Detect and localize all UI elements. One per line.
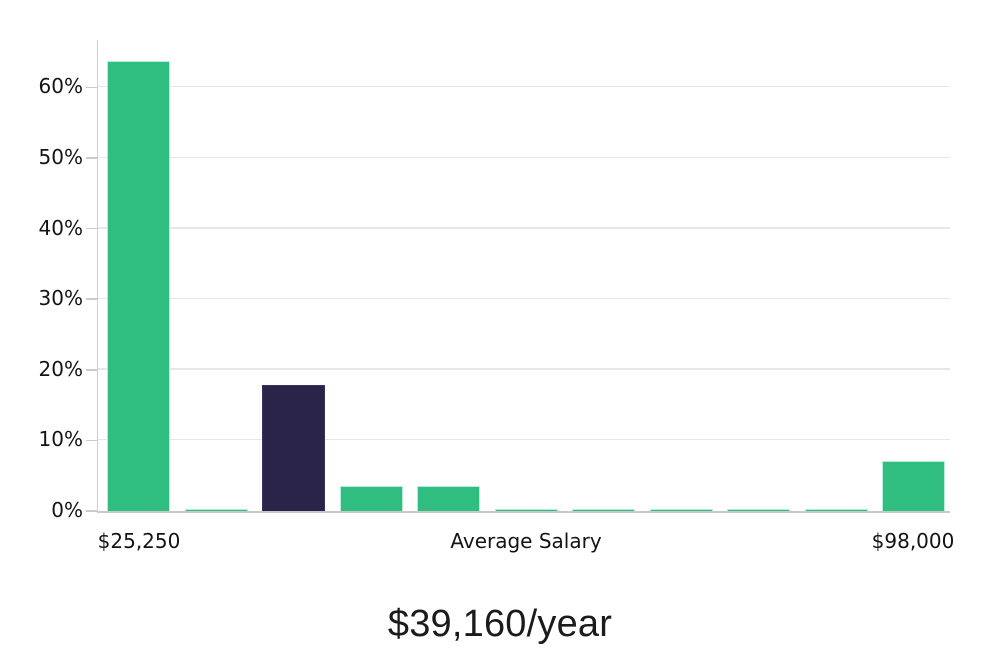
x-tick-label-min-salary: $25,250: [97, 529, 181, 553]
y-axis-tick-50%: 50%: [39, 147, 98, 169]
bar: [804, 508, 868, 511]
y-axis-tick-10%: 10%: [39, 429, 98, 451]
y-axis-tick-label: 40%: [38, 215, 83, 240]
y-axis-tick-40%: 40%: [39, 218, 98, 240]
bar-average-salary: [262, 385, 325, 511]
x-axis-title: Average Salary: [450, 529, 602, 553]
gridline-30pct: [98, 297, 950, 300]
y-axis-tick-0%: 0%: [51, 500, 98, 522]
bar: [727, 508, 790, 511]
bar: [107, 61, 170, 511]
y-axis-tick-label: 30%: [38, 286, 83, 311]
plot-area: 0% 10% 20% 30% 40% 50% 60%: [39, 40, 950, 520]
gridline-40pct: [98, 227, 950, 229]
y-axis-tick-mark: [86, 227, 97, 230]
y-axis-tick-mark: [86, 298, 97, 300]
bar: [339, 485, 403, 511]
gridline-10pct: [98, 439, 950, 441]
y-axis-tick-20%: 20%: [39, 359, 98, 381]
gridline-20pct: [98, 368, 950, 370]
gridline-50pct: [98, 156, 950, 158]
x-tick-label-max-salary: $98,000: [871, 529, 955, 553]
y-axis-tick-label: 0%: [51, 498, 83, 522]
y-axis-tick-mark: [86, 510, 97, 512]
x-axis-line: [96, 511, 950, 513]
y-axis-tick-label: 60%: [38, 74, 83, 99]
y-axis-tick-label: 20%: [38, 356, 83, 381]
y-axis-tick-label: 50%: [38, 145, 83, 169]
y-axis-tick-60%: 60%: [39, 76, 98, 98]
average-salary-title: $39,160/year: [387, 603, 613, 645]
bar: [494, 508, 558, 511]
y-axis-tick-label: 10%: [38, 427, 83, 452]
bar: [572, 508, 635, 511]
y-axis-tick-30%: 30%: [39, 288, 98, 310]
y-axis-tick-mark: [86, 157, 97, 159]
y-axis-tick-mark: [86, 439, 97, 442]
bar: [649, 508, 713, 511]
bar: [184, 508, 248, 511]
y-axis-tick-mark: [86, 86, 97, 89]
bar: [882, 460, 945, 511]
y-axis-tick-mark: [86, 369, 97, 371]
bar: [417, 485, 480, 511]
y-axis-line: [96, 40, 98, 511]
gridline-60pct: [98, 86, 950, 88]
